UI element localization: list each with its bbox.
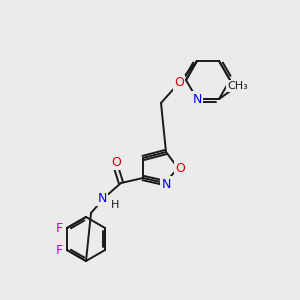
Text: N: N bbox=[161, 178, 171, 190]
Text: O: O bbox=[175, 163, 185, 176]
Text: F: F bbox=[56, 221, 62, 235]
Text: O: O bbox=[174, 76, 184, 89]
Text: F: F bbox=[56, 244, 62, 256]
Text: N: N bbox=[192, 93, 202, 106]
Text: H: H bbox=[111, 200, 119, 210]
Text: N: N bbox=[97, 191, 107, 205]
Text: O: O bbox=[111, 155, 121, 169]
Text: CH₃: CH₃ bbox=[228, 81, 248, 91]
